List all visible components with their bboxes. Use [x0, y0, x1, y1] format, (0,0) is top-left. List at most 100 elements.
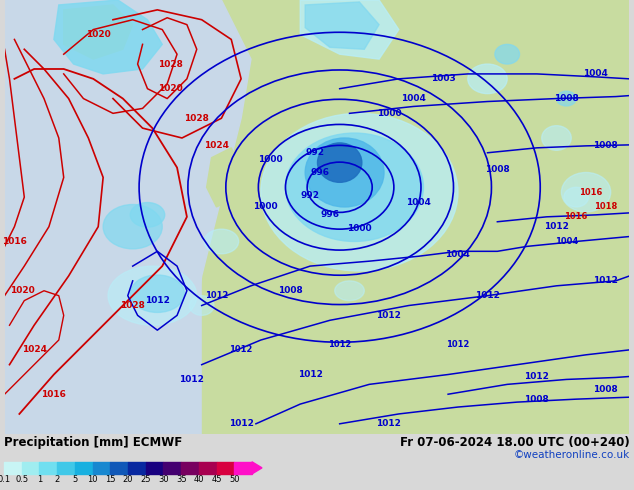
Ellipse shape — [564, 187, 588, 207]
Text: 1016: 1016 — [564, 212, 588, 221]
Text: 1028: 1028 — [120, 301, 145, 310]
Bar — [217, 462, 235, 474]
Text: 1020: 1020 — [86, 30, 110, 39]
Ellipse shape — [495, 45, 519, 64]
Text: 1012: 1012 — [377, 311, 401, 320]
Text: 45: 45 — [211, 475, 222, 484]
Text: 1004: 1004 — [401, 94, 426, 103]
Bar — [22, 462, 39, 474]
Text: 15: 15 — [105, 475, 115, 484]
Text: 1028: 1028 — [158, 60, 183, 69]
Text: 0.1: 0.1 — [0, 475, 11, 484]
Text: 1016: 1016 — [2, 237, 27, 246]
Text: 1012: 1012 — [298, 370, 323, 379]
Ellipse shape — [557, 91, 576, 106]
Text: 1012: 1012 — [446, 341, 470, 349]
Text: 25: 25 — [141, 475, 151, 484]
Text: 1020: 1020 — [158, 84, 183, 93]
Bar — [57, 462, 75, 474]
Text: 996: 996 — [311, 168, 330, 177]
Text: 1012: 1012 — [230, 345, 253, 354]
Ellipse shape — [103, 204, 162, 249]
Text: 20: 20 — [123, 475, 133, 484]
Ellipse shape — [305, 138, 384, 207]
Text: 1004: 1004 — [446, 250, 470, 259]
Bar — [235, 462, 252, 474]
Ellipse shape — [541, 125, 571, 150]
Polygon shape — [305, 2, 379, 49]
Text: 35: 35 — [176, 475, 186, 484]
Text: 1012: 1012 — [377, 419, 401, 428]
Text: 1004: 1004 — [406, 197, 431, 207]
Text: 1024: 1024 — [204, 141, 229, 150]
Text: 1012: 1012 — [544, 222, 569, 231]
Text: 996: 996 — [320, 210, 339, 220]
Text: 1000: 1000 — [377, 109, 401, 118]
Text: 1008: 1008 — [554, 94, 579, 103]
Text: 10: 10 — [87, 475, 98, 484]
Text: 30: 30 — [158, 475, 169, 484]
Ellipse shape — [261, 113, 458, 271]
Text: 1012: 1012 — [524, 372, 549, 381]
Text: 1016: 1016 — [579, 188, 603, 196]
Text: 1018: 1018 — [594, 202, 618, 212]
Polygon shape — [54, 0, 162, 74]
Text: 1012: 1012 — [205, 291, 228, 300]
Text: 992: 992 — [301, 191, 320, 199]
Text: 1020: 1020 — [10, 286, 35, 295]
Text: 1008: 1008 — [485, 165, 510, 174]
Text: 1004: 1004 — [583, 70, 609, 78]
Polygon shape — [252, 462, 262, 474]
Text: 1028: 1028 — [184, 114, 209, 123]
Polygon shape — [301, 0, 399, 59]
Ellipse shape — [562, 172, 611, 212]
Ellipse shape — [285, 133, 424, 242]
Text: 2: 2 — [55, 475, 60, 484]
Bar — [4, 462, 22, 474]
FancyBboxPatch shape — [202, 0, 630, 434]
Text: 1000: 1000 — [259, 155, 283, 164]
Text: 1012: 1012 — [328, 341, 351, 349]
Ellipse shape — [130, 202, 165, 227]
Text: 1012: 1012 — [145, 296, 170, 305]
Text: 1008: 1008 — [524, 394, 549, 404]
Bar — [75, 462, 93, 474]
Text: 1000: 1000 — [347, 224, 372, 233]
Text: 1012: 1012 — [593, 276, 618, 285]
Text: Fr 07-06-2024 18.00 UTC (00+240): Fr 07-06-2024 18.00 UTC (00+240) — [400, 436, 630, 449]
Text: 1012: 1012 — [179, 375, 204, 384]
Text: 5: 5 — [72, 475, 77, 484]
Bar — [128, 462, 146, 474]
Polygon shape — [63, 5, 133, 59]
Polygon shape — [207, 148, 241, 207]
Ellipse shape — [108, 266, 197, 325]
Text: 1004: 1004 — [555, 237, 578, 246]
Text: 1: 1 — [37, 475, 42, 484]
Text: 50: 50 — [229, 475, 240, 484]
Ellipse shape — [130, 275, 184, 313]
Ellipse shape — [335, 281, 365, 300]
Text: 1008: 1008 — [278, 286, 303, 295]
Text: 1003: 1003 — [430, 74, 455, 83]
Bar — [199, 462, 217, 474]
Text: 40: 40 — [193, 475, 204, 484]
Text: 992: 992 — [306, 148, 325, 157]
Text: 1012: 1012 — [229, 419, 254, 428]
Bar — [164, 462, 181, 474]
Ellipse shape — [468, 64, 507, 94]
Polygon shape — [4, 0, 251, 434]
Text: 0.5: 0.5 — [15, 475, 29, 484]
Bar — [93, 462, 110, 474]
Ellipse shape — [204, 229, 238, 254]
Text: Precipitation [mm] ECMWF: Precipitation [mm] ECMWF — [4, 436, 182, 449]
Bar — [146, 462, 164, 474]
Bar — [110, 462, 128, 474]
Polygon shape — [290, 0, 418, 98]
Text: 1008: 1008 — [593, 385, 618, 394]
Text: 1000: 1000 — [254, 202, 278, 212]
Text: ©weatheronline.co.uk: ©weatheronline.co.uk — [514, 450, 630, 460]
Text: 1012: 1012 — [475, 291, 500, 300]
Ellipse shape — [318, 143, 362, 182]
Text: 1024: 1024 — [22, 345, 47, 354]
Ellipse shape — [190, 295, 214, 316]
